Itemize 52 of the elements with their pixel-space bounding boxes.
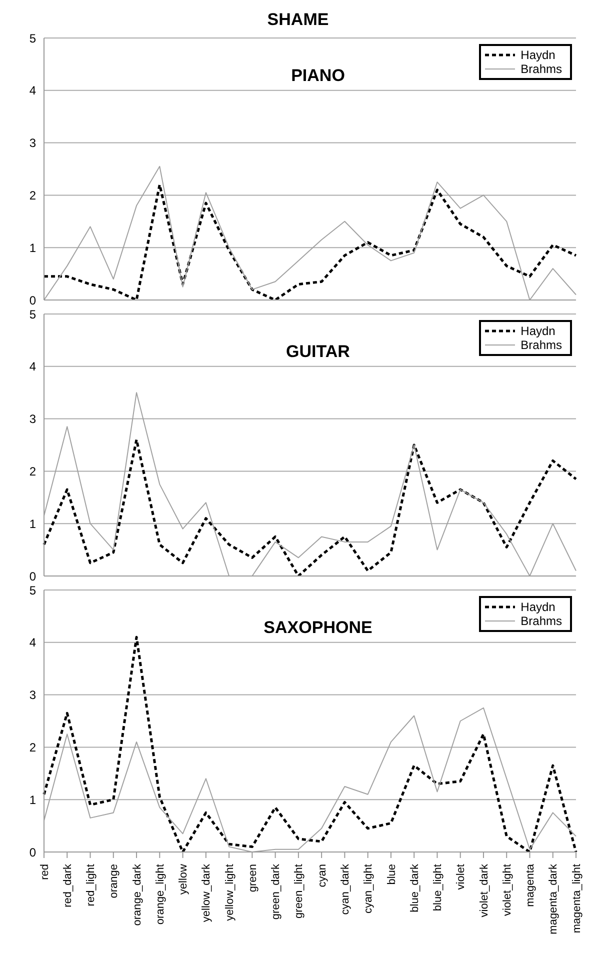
- x-tick-label: orange_dark: [131, 864, 144, 926]
- y-tick-label: 1: [29, 792, 36, 807]
- legend-label: Brahms: [520, 338, 562, 352]
- x-tick-label: magenta_light: [570, 864, 583, 934]
- chart-title: SHAME: [266, 10, 330, 30]
- y-tick-label: 2: [29, 188, 36, 202]
- x-tick-label: violet: [455, 864, 468, 890]
- y-tick-label: 0: [29, 569, 36, 584]
- x-tick-label: cyan_dark: [340, 864, 352, 915]
- y-tick-label: 5: [29, 307, 36, 322]
- x-tick-label: orange_light: [154, 864, 166, 925]
- y-tick-label: 0: [29, 845, 36, 860]
- y-tick-label: 4: [29, 636, 36, 650]
- x-tick-label: cyan: [316, 864, 328, 888]
- y-tick-label: 1: [29, 516, 36, 531]
- text: SAXOPHONE: [264, 618, 372, 637]
- legend-label: Haydn: [520, 324, 556, 338]
- x-tick-label: orange: [108, 864, 120, 898]
- legend-label: Haydn: [520, 600, 556, 614]
- text: PIANO: [291, 66, 345, 85]
- y-tick-label: 3: [29, 136, 36, 150]
- y-tick-label: 4: [29, 360, 36, 374]
- y-tick-label: 3: [29, 412, 36, 426]
- x-tick-label: yellow_light: [224, 864, 236, 921]
- legend-label: Haydn: [520, 48, 556, 62]
- x-tick-label: cyan_light: [362, 864, 375, 914]
- y-tick-label: 4: [29, 84, 36, 98]
- x-tick-label: blue: [386, 864, 398, 885]
- x-tick-label: green_dark: [270, 864, 282, 920]
- y-tick-label: 2: [29, 740, 36, 754]
- y-tick-label: 1: [29, 240, 36, 255]
- text: GUITAR: [286, 342, 350, 361]
- x-tick-label: red: [38, 864, 51, 880]
- x-tick-label: blue_light: [432, 864, 444, 912]
- x-tick-label: green_light: [293, 864, 306, 918]
- legend-label: Brahms: [520, 614, 562, 628]
- x-tick-label: red_light: [85, 864, 98, 906]
- y-tick-label: 0: [29, 293, 36, 308]
- legend-label: Brahms: [520, 62, 562, 76]
- y-tick-label: 2: [29, 464, 36, 478]
- x-tick-label: yellow: [178, 864, 190, 895]
- x-tick-label: violet_light: [501, 864, 514, 916]
- x-tick-label: yellow_dark: [200, 864, 213, 922]
- y-tick-label: 3: [29, 688, 36, 702]
- x-tick-label: magenta: [524, 863, 537, 907]
- x-tick-label: green: [246, 864, 259, 892]
- x-tick-label: red_dark: [62, 864, 74, 908]
- y-tick-label: 5: [29, 31, 36, 46]
- y-tick-label: 5: [29, 583, 36, 598]
- x-tick-label: violet_dark: [478, 864, 490, 918]
- x-tick-label: magenta_dark: [548, 864, 560, 934]
- x-tick-label: blue_dark: [408, 864, 421, 912]
